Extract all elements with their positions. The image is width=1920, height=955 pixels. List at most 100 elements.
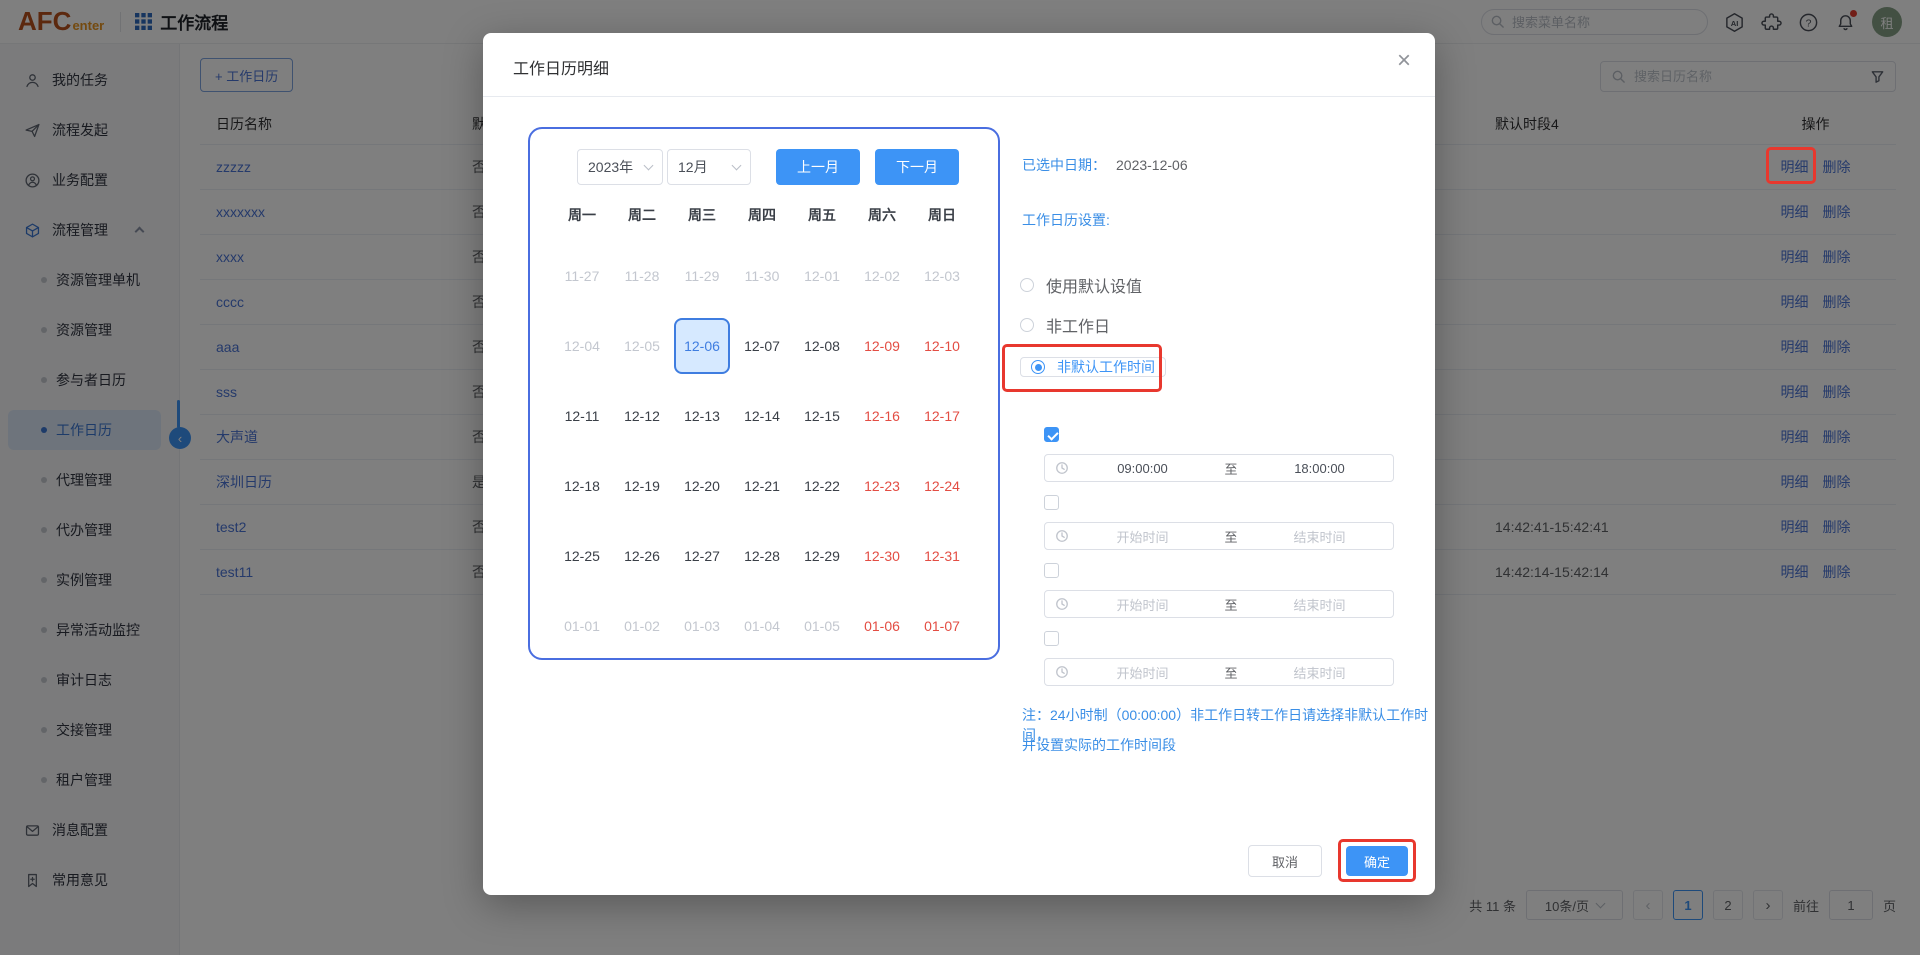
calendar-date[interactable]: 01-07 [924,618,960,634]
calendar-date[interactable]: 01-03 [684,618,720,634]
to-label: 至 [1224,461,1238,477]
calendar-date[interactable]: 12-23 [864,478,900,494]
calendar-cell: 01-05 [792,591,852,661]
calendar-date[interactable]: 12-17 [924,408,960,424]
calendar-cell: 12-09 [852,311,912,381]
next-month-button[interactable]: 下一月 [875,149,959,185]
calendar-cell: 12-31 [912,521,972,591]
calendar-cell: 01-01 [552,591,612,661]
calendar-cell: 12-07 [732,311,792,381]
month-select[interactable]: 12月 [667,149,751,185]
calendar-date[interactable]: 12-27 [684,548,720,564]
end-time: 结束时间 [1293,665,1346,681]
selected-date-label: 已选中日期： [1022,157,1106,173]
calendar-date[interactable]: 12-09 [864,338,900,354]
end-time: 结束时间 [1293,597,1346,613]
calendar-date[interactable]: 12-16 [864,408,900,424]
radio-non-workday[interactable]: 非工作日 [1020,315,1110,336]
calendar-date[interactable]: 12-22 [804,478,840,494]
calendar-cell: 12-18 [552,451,612,521]
calendar-date[interactable]: 12-26 [624,548,660,564]
calendar-cell: 12-26 [612,521,672,591]
calendar-date[interactable]: 11-30 [744,268,780,284]
calendar-cell: 01-06 [852,591,912,661]
weekday-label: 周五 [808,207,836,223]
calendar-date[interactable]: 01-06 [864,618,900,634]
calendar-date[interactable]: 12-29 [804,548,840,564]
calendar-date[interactable]: 12-14 [744,408,780,424]
calendar-date[interactable]: 12-19 [624,478,660,494]
radio-icon [1020,278,1034,292]
calendar-cell: 12-08 [792,311,852,381]
calendar-date[interactable]: 01-05 [804,618,840,634]
calendar-date[interactable]: 12-13 [684,408,720,424]
calendar-date[interactable]: 12-25 [564,548,600,564]
time-range-input[interactable]: 开始时间 至 结束时间 [1044,658,1394,686]
calendar-date[interactable]: 12-11 [564,408,600,424]
chevron-down-icon [643,160,654,171]
year-select-value: 2023年 [588,159,634,175]
calendar-cell: 12-22 [792,451,852,521]
weekday-header: 周一 周二 周三 周四 周五 周六 周日 [552,193,976,237]
calendar-cell: 12-03 [912,241,972,311]
calendar-date[interactable]: 12-07 [744,338,780,354]
calendar-date[interactable]: 12-03 [924,268,960,284]
calendar-date[interactable]: 12-05 [624,338,660,354]
calendar-date[interactable]: 12-12 [624,408,660,424]
calendar-cell: 12-28 [732,521,792,591]
calendar-date[interactable]: 01-02 [624,618,660,634]
modal-header: 工作日历明细 × [483,33,1435,97]
calendar-cell: 11-27 [552,241,612,311]
calendar-cell: 12-29 [792,521,852,591]
end-time: 18:00:00 [1294,460,1345,476]
time-row-checkbox[interactable] [1044,563,1059,578]
radio-use-default[interactable]: 使用默认设值 [1020,275,1143,296]
calendar-date[interactable]: 01-04 [744,618,780,634]
calendar-date[interactable]: 11-29 [684,268,720,284]
calendar-cell: 12-27 [672,521,732,591]
calendar-date[interactable]: 12-08 [804,338,840,354]
radio-label: 使用默认设值 [1046,279,1143,296]
calendar-cell: 12-30 [852,521,912,591]
end-time: 结束时间 [1293,529,1346,545]
calendar-date[interactable]: 12-10 [924,338,960,354]
calendar-cell: 12-17 [912,381,972,451]
radio-non-default-worktime[interactable]: 非默认工作时间 [1020,357,1166,377]
weekday-label: 周三 [688,207,716,223]
time-range-input[interactable]: 开始时间 至 结束时间 [1044,590,1394,618]
time-range-input[interactable]: 开始时间 至 结束时间 [1044,522,1394,550]
cancel-button[interactable]: 取消 [1248,845,1322,877]
work-calendar-detail-modal: 工作日历明细 × 2023年 12月 上一月 下一月 周一 周二 周三 周四 周五 周六周… [483,33,1435,895]
time-row-checkbox[interactable] [1044,427,1059,442]
close-icon[interactable]: × [1396,47,1411,74]
calendar-date[interactable]: 12-31 [924,548,960,564]
to-label: 至 [1224,665,1238,681]
calendar-date[interactable]: 12-02 [864,268,900,284]
calendar-date[interactable]: 12-18 [564,478,600,494]
calendar-date[interactable]: 11-28 [624,268,660,284]
calendar-cell: 01-04 [732,591,792,661]
time-range-input[interactable]: 09:00:00 至 18:00:00 [1044,454,1394,482]
confirm-button[interactable]: 确定 [1346,846,1408,876]
calendar-date[interactable]: 12-24 [924,478,960,494]
calendar-date-selected[interactable]: 12-06 [674,318,730,374]
calendar-date[interactable]: 12-30 [864,548,900,564]
time-row-checkbox[interactable] [1044,631,1059,646]
calendar-cell: 12-04 [552,311,612,381]
calendar-date[interactable]: 12-04 [564,338,600,354]
calendar-cell: 01-07 [912,591,972,661]
calendar-date[interactable]: 12-20 [684,478,720,494]
year-select[interactable]: 2023年 [577,149,663,185]
calendar-date[interactable]: 12-21 [744,478,780,494]
calendar-cell: 12-05 [612,311,672,381]
calendar-date[interactable]: 12-15 [804,408,840,424]
time-row-checkbox[interactable] [1044,495,1059,510]
calendar-date[interactable]: 12-01 [804,268,840,284]
calendar-date[interactable]: 11-27 [564,268,600,284]
clock-icon [1055,461,1069,475]
prev-month-button[interactable]: 上一月 [776,149,860,185]
start-time: 开始时间 [1116,665,1169,681]
calendar-date[interactable]: 12-28 [744,548,780,564]
calendar-date[interactable]: 01-01 [564,618,600,634]
